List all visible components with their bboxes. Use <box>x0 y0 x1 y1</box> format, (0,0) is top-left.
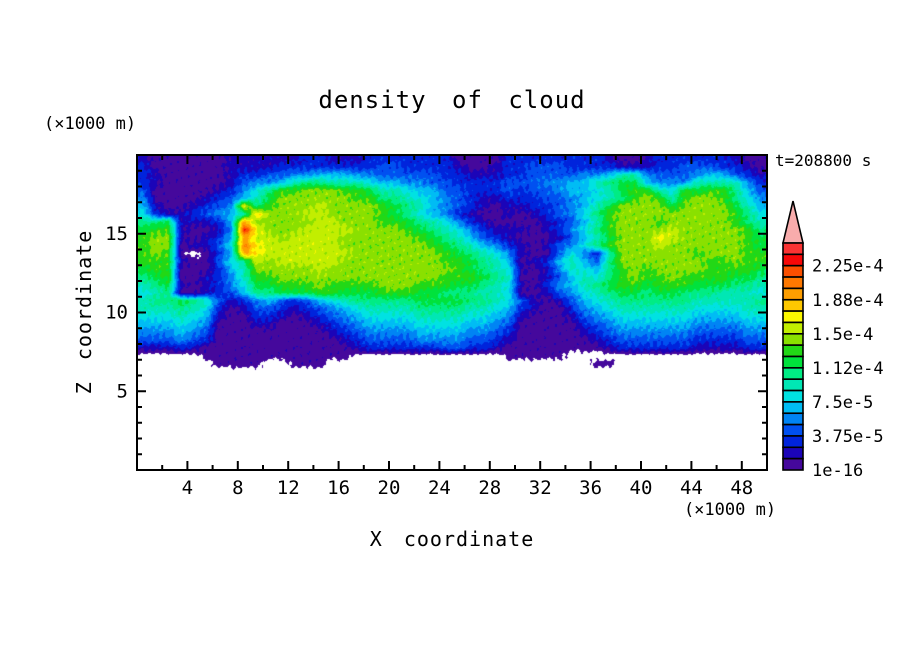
svg-text:44: 44 <box>680 477 703 499</box>
colorbar-tick-label: 1e-16 <box>812 461 863 481</box>
colorbar-swatch <box>782 423 804 437</box>
colorbar-tick-label: 1.88e-4 <box>812 291 884 311</box>
colorbar-swatch <box>782 242 804 256</box>
colorbar-swatch <box>782 264 804 278</box>
colorbar-swatch <box>782 457 804 471</box>
svg-text:15: 15 <box>105 223 128 245</box>
x-axis-label: X coordinate <box>369 527 535 551</box>
colorbar-swatch <box>782 401 804 415</box>
colorbar-swatch <box>782 367 804 381</box>
z-axis-unit-label: (×1000 m) <box>44 114 137 134</box>
colorbar-swatch <box>782 310 804 324</box>
svg-text:5: 5 <box>117 380 128 402</box>
svg-text:10: 10 <box>105 302 128 324</box>
colorbar-swatch <box>782 287 804 301</box>
colorbar-swatch <box>782 412 804 426</box>
colorbar-swatch <box>782 321 804 335</box>
x-axis-unit-label: (×1000 m) <box>683 500 777 520</box>
colorbar-swatch <box>782 344 804 358</box>
colorbar-swatch <box>782 333 804 346</box>
colorbar-tick-label: 3.75e-5 <box>812 427 884 447</box>
colorbar-tick-label: 1.12e-4 <box>812 359 884 379</box>
svg-text:48: 48 <box>730 477 753 499</box>
colorbar: 2.25e-4 1.88e-4 1.5e-4 1.12e-4 7.5e-5 3.75e-5… <box>781 200 884 481</box>
svg-text:36: 36 <box>579 477 602 499</box>
svg-text:32: 32 <box>529 477 552 499</box>
colorbar-tick-label: 2.25e-4 <box>812 257 884 277</box>
colorbar-tick-label: 1.5e-4 <box>812 325 873 345</box>
svg-text:20: 20 <box>378 477 401 499</box>
time-label: t=208800 s <box>775 151 872 170</box>
svg-text:12: 12 <box>277 477 300 499</box>
density-heatmap <box>137 155 767 470</box>
svg-text:16: 16 <box>327 477 350 499</box>
plot-title: density of cloud <box>318 86 586 114</box>
svg-text:4: 4 <box>182 477 193 499</box>
colorbar-overflow-arrow <box>781 200 805 244</box>
svg-text:28: 28 <box>478 477 501 499</box>
z-axis-label: Z coordinate <box>72 229 96 395</box>
colorbar-swatch <box>782 389 804 403</box>
colorbar-tick-label: 7.5e-5 <box>812 393 873 413</box>
colorbar-swatch <box>782 276 804 290</box>
svg-text:40: 40 <box>630 477 653 499</box>
colorbar-swatch <box>782 298 804 312</box>
svg-text:8: 8 <box>232 477 243 499</box>
colorbar-swatch <box>782 253 804 267</box>
colorbar-swatch <box>782 355 804 369</box>
colorbar-swatch <box>782 378 804 392</box>
colorbar-swatch <box>782 446 804 460</box>
svg-text:24: 24 <box>428 477 451 499</box>
colorbar-swatch <box>782 435 804 449</box>
